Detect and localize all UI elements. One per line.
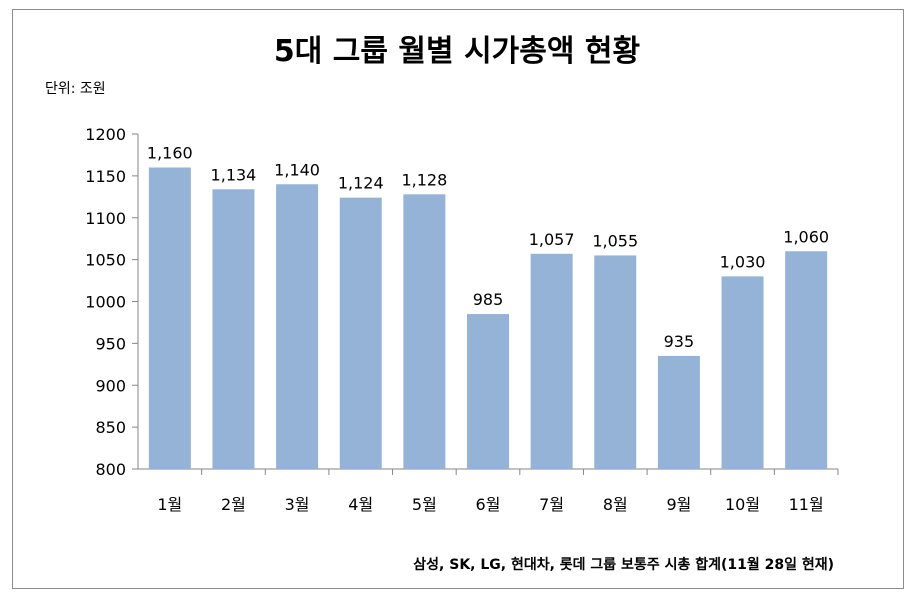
- data-label: 1,134: [211, 165, 257, 184]
- bar: [148, 167, 191, 469]
- x-tick-label: 11월: [789, 495, 824, 514]
- x-tick-label: 3월: [285, 495, 310, 514]
- bar: [785, 251, 828, 469]
- bar: [403, 194, 446, 470]
- y-tick-label: 1200: [85, 125, 126, 144]
- data-label: 1,055: [592, 231, 638, 250]
- data-label: 1,124: [338, 174, 384, 193]
- chart-frame: [12, 9, 904, 589]
- bar: [467, 314, 509, 469]
- bar: [721, 276, 764, 469]
- bar: [594, 255, 637, 469]
- bar: [339, 197, 382, 469]
- bar: [657, 355, 700, 469]
- x-tick-label: 9월: [666, 495, 691, 514]
- y-tick-label: 900: [95, 376, 126, 395]
- data-label: 1,160: [147, 144, 193, 163]
- chart-title: 5대 그룹 월별 시가총액 현황: [273, 34, 641, 69]
- y-tick-label: 850: [95, 418, 126, 437]
- x-tick-label: 1월: [157, 495, 182, 514]
- data-label: 935: [664, 332, 695, 351]
- y-tick-label: 1050: [85, 251, 126, 270]
- y-tick-label: 1100: [85, 209, 126, 228]
- y-tick-label: 1000: [85, 293, 126, 312]
- x-tick-label: 2월: [221, 495, 246, 514]
- x-tick-label: 7월: [539, 495, 564, 514]
- x-tick-label: 8월: [603, 495, 628, 514]
- y-tick-label: 800: [95, 460, 126, 479]
- bar: [212, 189, 255, 469]
- data-label: 1,057: [529, 230, 575, 249]
- data-label: 1,030: [720, 252, 766, 271]
- data-label: 1,140: [274, 160, 320, 179]
- y-tick-label: 1150: [85, 167, 126, 186]
- data-label: 985: [473, 290, 504, 309]
- footnote: 삼성, SK, LG, 현대차, 롯데 그룹 보통주 시총 합계(11월 28일…: [413, 557, 834, 573]
- unit-label: 단위: 조원: [45, 81, 106, 97]
- bar: [276, 184, 319, 469]
- data-label: 1,128: [401, 170, 447, 189]
- bar: [530, 253, 573, 469]
- x-tick-label: 5월: [412, 495, 437, 514]
- x-tick-label: 4월: [348, 495, 373, 514]
- data-label: 1,060: [783, 227, 829, 246]
- y-tick-label: 950: [95, 334, 126, 353]
- x-tick-label: 10월: [725, 495, 760, 514]
- x-tick-label: 6월: [476, 495, 501, 514]
